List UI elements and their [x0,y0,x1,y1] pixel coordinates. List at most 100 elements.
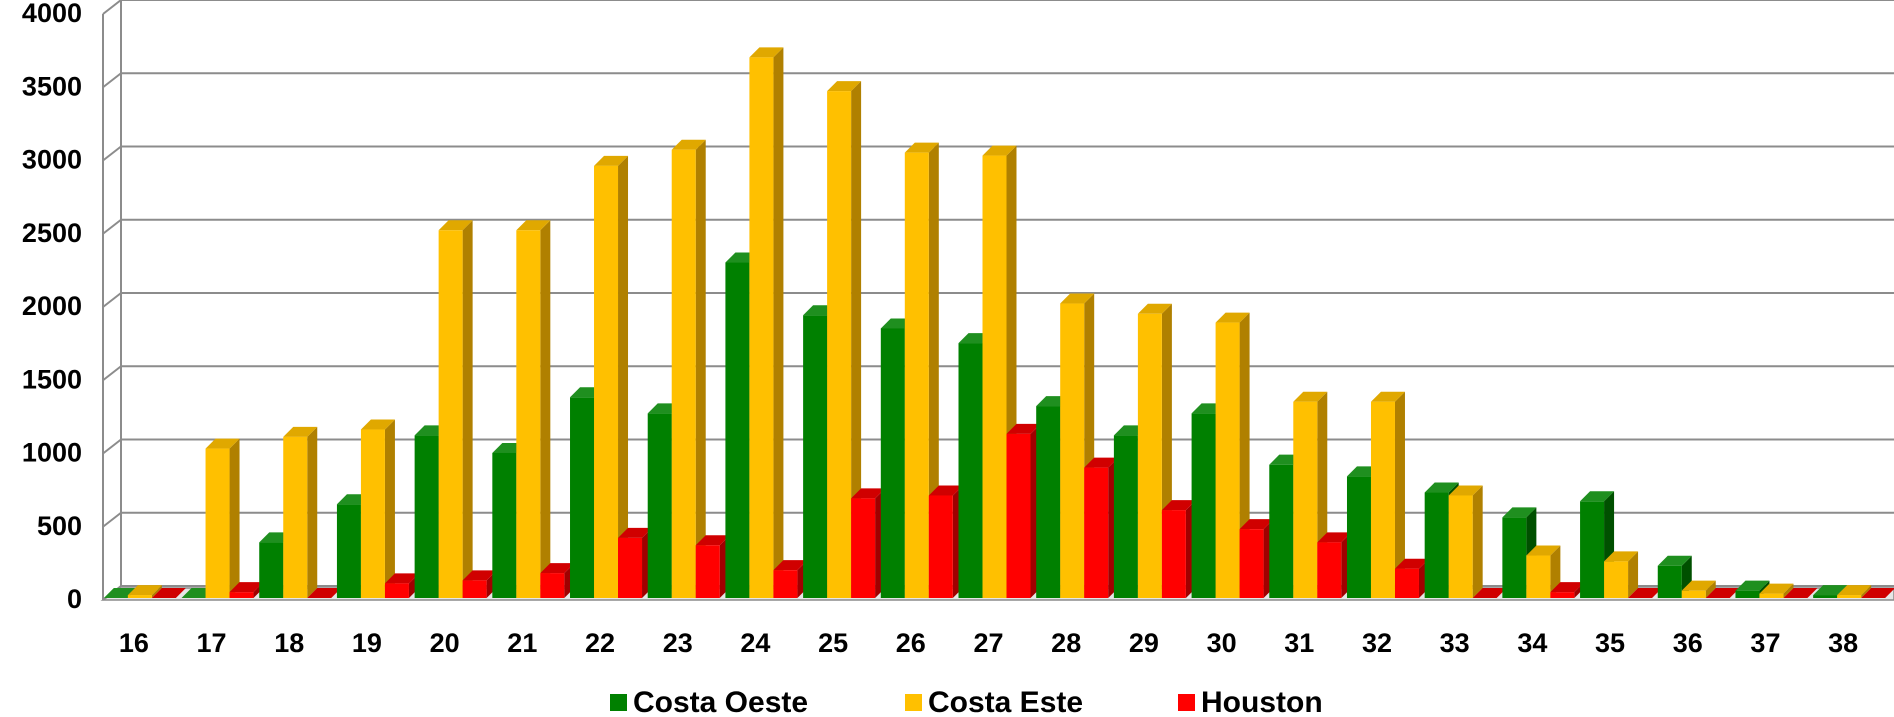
bar-front [1448,495,1473,598]
bar-top [1628,588,1663,598]
bar-houston [1783,588,1818,598]
bar-front [773,570,798,598]
bar-front [1239,529,1264,598]
bar-side [928,142,939,598]
bar-top [618,527,653,538]
bar-top [928,485,963,496]
bar-top [1084,457,1119,468]
legend-label: Costa Oeste [633,686,808,717]
x-tick-label: 38 [1828,628,1858,658]
bar-top [462,570,497,581]
bar-top [1526,545,1561,556]
bar-front [1084,467,1109,598]
bar-side [773,47,784,599]
bar-top [773,560,808,571]
y-tick-label: 2000 [22,291,82,321]
bar-costa-este [1681,580,1716,598]
x-tick-label: 21 [507,628,537,658]
gridline-depth [102,145,122,162]
bar-costa-este [1759,583,1794,598]
bar-front [1502,517,1527,598]
legend-item: Costa Oeste [610,686,808,717]
bar-houston [1861,588,1894,598]
bar-top [1293,391,1328,402]
bar-side [307,426,318,598]
bar-side [1861,585,1872,598]
bar-front [1036,406,1061,598]
bar-front [462,580,487,598]
bar-top [695,535,730,546]
legend-item: Houston [1178,686,1323,717]
bar-top [851,488,886,499]
legend: Costa Oeste Costa Este Houston [610,686,1323,717]
bar-top [1580,491,1615,502]
bar-top [827,81,862,92]
legend-swatch [905,694,922,711]
bar-side [1705,580,1716,598]
bar-front [438,230,463,598]
bar-front [1681,590,1706,598]
bar-front [127,595,152,598]
bar-top [1161,500,1196,511]
bar-costa-este [1448,485,1483,598]
bar-top [438,220,473,231]
bar-top [1705,588,1740,598]
bar-top [1657,555,1692,566]
bar-costa-este [1837,585,1872,598]
bar-front [1837,595,1862,598]
bar-front [283,436,308,598]
bar-top [1550,582,1585,593]
bar-top [982,145,1017,156]
bar-side [618,155,629,598]
bar-top [1735,580,1770,591]
bar-houston [307,588,342,598]
bar-front [1424,492,1449,598]
bar-front [1060,303,1085,598]
bar-front [1735,590,1760,598]
gridline-depth [102,72,122,89]
bar-front [1113,435,1138,598]
bar-front [904,152,929,598]
bar-front [336,504,361,598]
bar-front [695,545,720,598]
bar-side [540,220,551,598]
bar-side [1472,485,1483,598]
bar-top [127,585,162,596]
x-tick-label: 29 [1129,628,1159,658]
bar-houston [1472,588,1507,598]
y-tick-label: 1000 [22,438,82,468]
bar-top [1370,391,1405,402]
x-tick-label: 34 [1517,628,1547,658]
bar-top [1239,519,1274,530]
bar-costa-este [438,220,473,598]
bar-top [749,47,784,58]
bar-top [1215,312,1250,323]
bar-top [904,142,939,153]
bar-top [151,588,186,598]
x-tick-label: 22 [585,628,615,658]
bar-costa-este [283,426,318,598]
x-tick-label: 19 [352,628,382,658]
bar-top [516,220,551,231]
gridline-depth [102,438,122,455]
gridline-depth [102,511,122,528]
bar-top [540,563,575,574]
bar-front [1657,565,1682,598]
bar-front [618,537,643,598]
bar-top [307,588,342,598]
bar-front [851,498,876,598]
y-tick-label: 500 [37,511,82,541]
bar-houston [695,535,730,598]
bar-front [259,542,284,598]
bar-front [1293,401,1318,598]
bar-front [1137,313,1162,598]
x-tick-label: 30 [1207,628,1237,658]
bar-houston [928,485,963,598]
bar-costa-este [1370,391,1405,598]
bar-top [1317,532,1352,543]
x-tick-label: 31 [1284,628,1314,658]
gridline-depth [102,0,122,15]
bar-houston [1628,588,1663,598]
y-tick-label: 1500 [22,364,82,394]
legend-label: Houston [1201,686,1323,717]
